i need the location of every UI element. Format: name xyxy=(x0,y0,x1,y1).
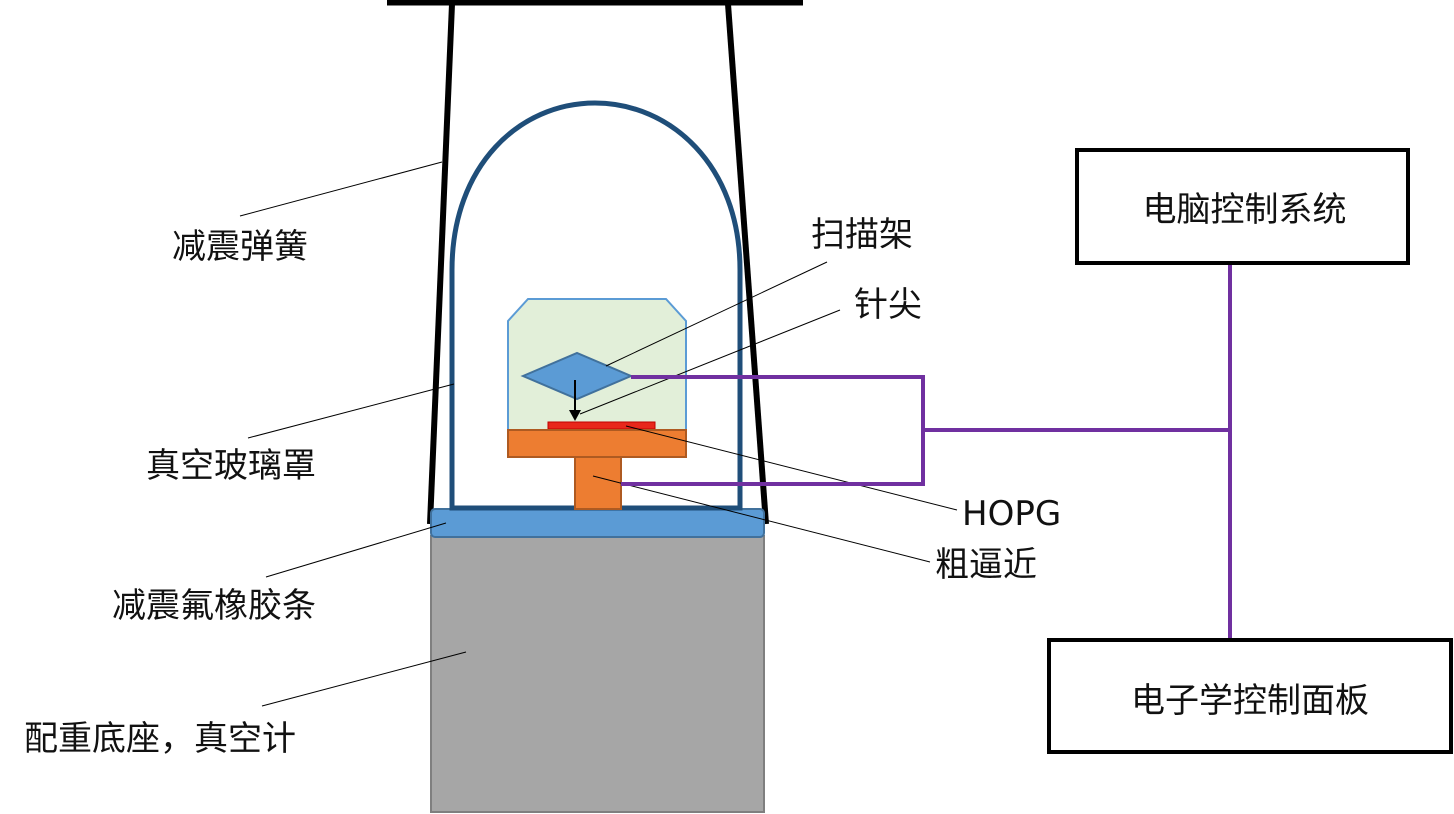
label-hopg: HOPG xyxy=(962,494,1062,534)
label-base: 配重底座，真空计 xyxy=(24,719,296,759)
spring-right xyxy=(725,3,769,525)
leader-hopg xyxy=(625,425,958,511)
computer-system-box xyxy=(1075,148,1410,265)
coarse-approach-post xyxy=(574,456,622,510)
rubber-strip xyxy=(430,508,765,538)
leader-rubber-strip xyxy=(265,522,447,578)
electronics-panel-label: 电子学控制面板 xyxy=(1131,680,1369,721)
leader-scan-frame xyxy=(605,261,828,367)
counterweight-base xyxy=(430,535,765,813)
spring-left xyxy=(427,3,455,525)
label-spring: 减震弹簧 xyxy=(172,227,308,267)
label-rubber-strip: 减震氟橡胶条 xyxy=(112,586,316,626)
tip-arrowhead xyxy=(569,410,581,421)
vacuum-glass-dome xyxy=(449,100,743,511)
label-glass-cover: 真空玻璃罩 xyxy=(146,446,316,486)
leader-coarse-approach xyxy=(592,475,931,563)
leader-tip xyxy=(579,309,841,415)
leader-glass-cover xyxy=(247,383,455,439)
label-scan-frame: 扫描架 xyxy=(811,215,913,255)
computer-system-label: 电脑控制系统 xyxy=(1142,190,1347,230)
label-coarse-approach: 粗逼近 xyxy=(935,545,1037,585)
hopg-sample xyxy=(547,421,656,430)
leader-spring xyxy=(239,161,443,217)
leader-base xyxy=(261,651,467,707)
label-tip: 针尖 xyxy=(854,285,922,325)
electronics-panel-box xyxy=(1047,638,1453,754)
